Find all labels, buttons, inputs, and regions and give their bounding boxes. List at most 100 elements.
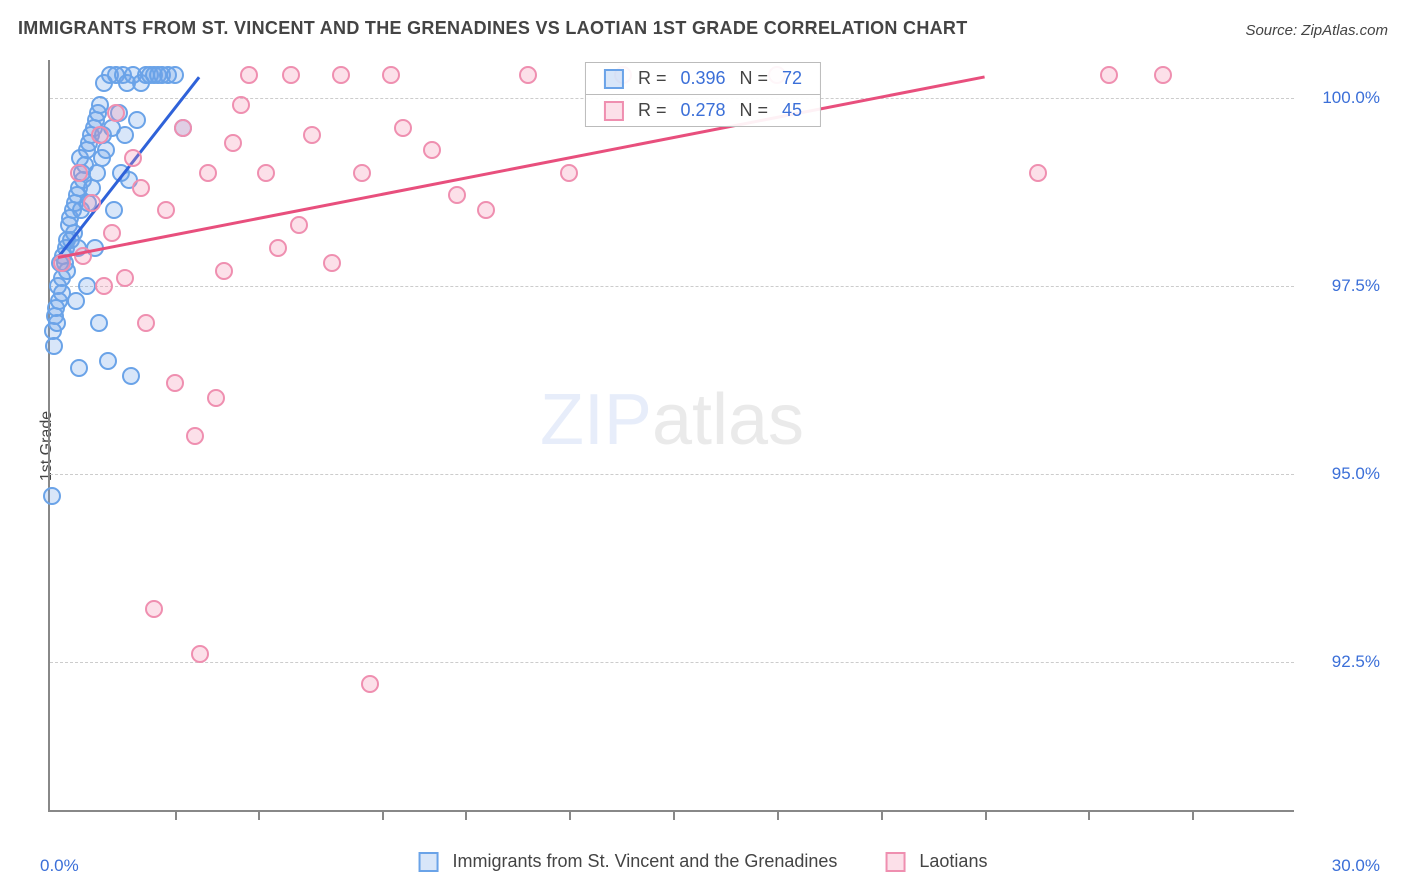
watermark: ZIPatlas xyxy=(540,379,804,461)
legend-label-series2: Laotians xyxy=(919,851,987,872)
scatter-point xyxy=(105,201,123,219)
legend-swatch-series1 xyxy=(604,69,624,89)
scatter-point xyxy=(91,126,109,144)
scatter-point xyxy=(95,277,113,295)
scatter-point xyxy=(240,66,258,84)
source-label: Source: ZipAtlas.com xyxy=(1245,22,1388,39)
scatter-point xyxy=(394,119,412,137)
scatter-point xyxy=(332,66,350,84)
scatter-point xyxy=(116,126,134,144)
scatter-point xyxy=(282,66,300,84)
scatter-point xyxy=(43,487,61,505)
n-value-series2: 45 xyxy=(782,100,802,121)
correlation-legend: R = 0.396 N = 72 R = 0.278 N = 45 xyxy=(585,62,821,127)
scatter-point xyxy=(257,164,275,182)
scatter-point xyxy=(137,314,155,332)
x-tick xyxy=(175,810,177,820)
scatter-point xyxy=(157,201,175,219)
x-tick xyxy=(258,810,260,820)
scatter-point xyxy=(103,224,121,242)
x-tick xyxy=(465,810,467,820)
scatter-point xyxy=(67,292,85,310)
scatter-point xyxy=(166,66,184,84)
x-axis-max-label: 30.0% xyxy=(1332,856,1380,876)
scatter-point xyxy=(45,337,63,355)
scatter-point xyxy=(132,179,150,197)
x-tick xyxy=(673,810,675,820)
legend-swatch-series2 xyxy=(885,852,905,872)
scatter-point xyxy=(519,66,537,84)
r-label: R = xyxy=(638,68,667,89)
scatter-point xyxy=(1029,164,1047,182)
scatter-plot-area: ZIPatlas 92.5%95.0%97.5%100.0% xyxy=(48,60,1294,812)
scatter-point xyxy=(224,134,242,152)
y-tick-label: 100.0% xyxy=(1304,88,1380,108)
scatter-point xyxy=(186,427,204,445)
scatter-point xyxy=(91,96,109,114)
scatter-point xyxy=(448,186,466,204)
scatter-point xyxy=(83,194,101,212)
correlation-legend-row-1: R = 0.396 N = 72 xyxy=(586,63,820,95)
scatter-point xyxy=(361,675,379,693)
scatter-point xyxy=(166,374,184,392)
scatter-point xyxy=(303,126,321,144)
scatter-point xyxy=(107,104,125,122)
scatter-point xyxy=(477,201,495,219)
trend-line xyxy=(58,75,985,258)
scatter-point xyxy=(423,141,441,159)
legend-swatch-series1 xyxy=(419,852,439,872)
scatter-point xyxy=(215,262,233,280)
grid-line xyxy=(50,662,1294,663)
y-tick-label: 95.0% xyxy=(1304,464,1380,484)
n-value-series1: 72 xyxy=(782,68,802,89)
scatter-point xyxy=(382,66,400,84)
scatter-point xyxy=(122,367,140,385)
scatter-point xyxy=(99,352,117,370)
x-axis-min-label: 0.0% xyxy=(40,856,79,876)
scatter-point xyxy=(1154,66,1172,84)
scatter-point xyxy=(1100,66,1118,84)
y-tick-label: 97.5% xyxy=(1304,276,1380,296)
correlation-legend-row-2: R = 0.278 N = 45 xyxy=(586,95,820,126)
scatter-point xyxy=(174,119,192,137)
n-label: N = xyxy=(740,100,769,121)
scatter-point xyxy=(70,164,88,182)
watermark-part1: ZIP xyxy=(540,380,652,460)
x-tick xyxy=(569,810,571,820)
y-tick-label: 92.5% xyxy=(1304,652,1380,672)
r-value-series1: 0.396 xyxy=(680,68,725,89)
scatter-point xyxy=(90,314,108,332)
x-tick xyxy=(881,810,883,820)
n-label: N = xyxy=(740,68,769,89)
grid-line xyxy=(50,286,1294,287)
scatter-point xyxy=(124,149,142,167)
watermark-part2: atlas xyxy=(652,380,804,460)
x-tick xyxy=(1088,810,1090,820)
r-value-series2: 0.278 xyxy=(680,100,725,121)
scatter-point xyxy=(128,111,146,129)
scatter-point xyxy=(78,277,96,295)
scatter-point xyxy=(48,314,66,332)
x-tick xyxy=(1192,810,1194,820)
scatter-point xyxy=(116,269,134,287)
scatter-point xyxy=(232,96,250,114)
legend-swatch-series2 xyxy=(604,101,624,121)
scatter-point xyxy=(323,254,341,272)
scatter-point xyxy=(70,359,88,377)
scatter-point xyxy=(560,164,578,182)
scatter-point xyxy=(145,600,163,618)
scatter-point xyxy=(191,645,209,663)
x-tick xyxy=(985,810,987,820)
scatter-point xyxy=(269,239,287,257)
grid-line xyxy=(50,474,1294,475)
chart-title: IMMIGRANTS FROM ST. VINCENT AND THE GREN… xyxy=(18,18,968,39)
scatter-point xyxy=(353,164,371,182)
legend-label-series1: Immigrants from St. Vincent and the Gren… xyxy=(453,851,838,872)
scatter-point xyxy=(290,216,308,234)
r-label: R = xyxy=(638,100,667,121)
scatter-point xyxy=(199,164,217,182)
x-tick xyxy=(777,810,779,820)
scatter-point xyxy=(207,389,225,407)
series-legend: Immigrants from St. Vincent and the Gren… xyxy=(419,851,988,872)
x-tick xyxy=(382,810,384,820)
